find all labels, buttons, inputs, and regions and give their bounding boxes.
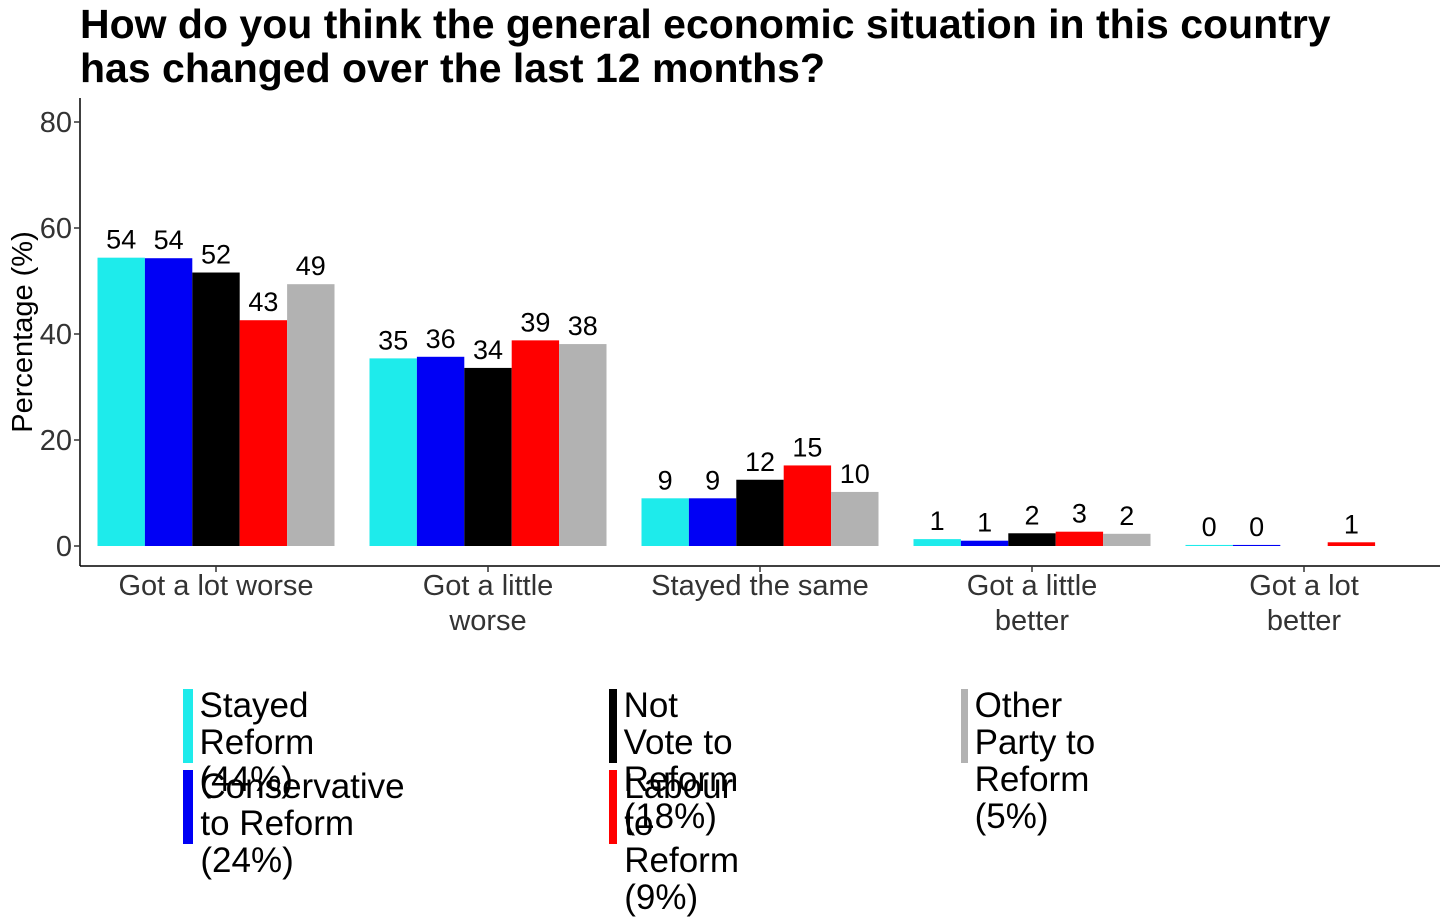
bar: [464, 367, 512, 546]
bar: [416, 356, 465, 546]
bar-value-label: 43: [248, 287, 278, 317]
bar: [960, 540, 1009, 546]
bar-value-label: 54: [154, 225, 184, 255]
bar: [1232, 544, 1281, 546]
chart-title-line-1: How do you think the general economic si…: [80, 1, 1331, 47]
bar-value-label: 0: [1249, 512, 1264, 542]
bar: [511, 340, 560, 546]
bar: [1327, 542, 1376, 546]
bars-group: [97, 257, 1376, 546]
bar-value-label: 1: [930, 506, 945, 536]
bar-value-label: 9: [658, 465, 673, 495]
bar-value-label: 0: [1202, 512, 1217, 542]
x-tick-label: Got a lot: [1249, 570, 1359, 602]
legend-swatch: [961, 689, 968, 763]
bar: [97, 257, 145, 546]
legend-label: Labour to Reform (9%): [624, 768, 749, 916]
legend-series-name: Labour to Reform: [624, 767, 739, 880]
x-tick-label: better: [1267, 605, 1341, 637]
bar-value-label: 15: [792, 432, 822, 462]
y-tick-label: 80: [40, 107, 72, 139]
bar-value-label: 2: [1024, 500, 1039, 530]
legend-item: Labour to Reform (9%): [609, 768, 749, 916]
x-tick-label: Got a little: [423, 570, 554, 602]
chart-title: How do you think the general economic si…: [80, 2, 1440, 90]
legend-series-name: Conservative to Reform: [200, 767, 405, 843]
chart-title-line-2: has changed over the last 12 months?: [80, 45, 826, 91]
legend-series-share: (24%): [200, 841, 294, 880]
legend-item: Stayed Reform (44%): [183, 687, 323, 798]
bar: [239, 320, 288, 546]
x-tick-label: Stayed the same: [651, 570, 869, 602]
bar: [736, 479, 784, 546]
legend-swatch: [183, 770, 194, 844]
bar-value-label: 39: [520, 307, 550, 337]
x-tick-label: Got a little: [967, 570, 1098, 602]
bar: [1103, 533, 1151, 546]
x-tick-label: worse: [448, 605, 526, 637]
bar-value-label: 35: [378, 325, 408, 355]
bar-value-label: 1: [1344, 509, 1359, 539]
y-axis-title-group: Percentage (%): [7, 231, 39, 433]
bar-value-label: 54: [106, 225, 136, 255]
bar-value-label: 12: [745, 447, 775, 477]
bar: [1055, 531, 1104, 546]
legend-series-share: (44%): [199, 760, 293, 799]
bar-value-label: 34: [473, 335, 503, 365]
bar-value-label: 1: [977, 508, 992, 538]
bar: [913, 539, 961, 546]
bar: [369, 358, 417, 546]
bar-value-label: 52: [201, 240, 231, 270]
legend-swatch: [609, 689, 617, 763]
bar-value-label: 38: [568, 311, 598, 341]
legend-series-share: (9%): [624, 878, 699, 917]
legend-series-name: Other Party to Reform: [974, 686, 1096, 799]
legend-item: Not Vote to Reform (18%): [609, 687, 749, 835]
legend-swatch: [183, 689, 193, 763]
y-axis-title: Percentage (%): [7, 231, 39, 433]
legend-series-name: Not Vote to Reform: [623, 686, 739, 799]
legend-label: Other Party to Reform (5%): [975, 687, 1101, 835]
y-tick-label: 60: [40, 213, 72, 245]
legend-series-share: (5%): [974, 797, 1049, 836]
bar: [192, 272, 240, 546]
bar-value-label: 10: [840, 459, 870, 489]
bar: [559, 344, 607, 546]
x-tick-label: better: [995, 605, 1069, 637]
bar: [287, 284, 335, 546]
legend-series-name: Stayed Reform: [199, 686, 315, 762]
legend-series-share: (18%): [623, 797, 717, 836]
y-ticks-group: 0 20 40 60 80: [40, 107, 80, 563]
bar-value-label: 9: [705, 465, 720, 495]
bar: [831, 491, 879, 546]
bar: [688, 498, 737, 546]
bar-value-label: 2: [1119, 501, 1134, 531]
x-tick-label: Got a lot worse: [118, 570, 313, 602]
bar: [783, 465, 832, 546]
bar: [641, 498, 689, 546]
legend-swatch: [609, 770, 618, 844]
bar-value-label: 49: [296, 251, 326, 281]
y-tick-label: 0: [56, 531, 72, 563]
y-tick-label: 40: [40, 319, 72, 351]
bar-value-label: 3: [1072, 499, 1087, 529]
bar-value-label: 36: [426, 324, 456, 354]
legend-item: Conservative to Reform (24%): [183, 768, 412, 879]
bar: [1008, 533, 1056, 546]
y-tick-label: 20: [40, 425, 72, 457]
bar: [1185, 544, 1233, 546]
legend-item: Other Party to Reform (5%): [961, 687, 1101, 835]
legend-label: Not Vote to Reform (18%): [624, 687, 749, 835]
legend-label: Stayed Reform (44%): [200, 687, 323, 798]
legend-label: Conservative to Reform (24%): [200, 768, 412, 879]
bar: [144, 258, 193, 546]
